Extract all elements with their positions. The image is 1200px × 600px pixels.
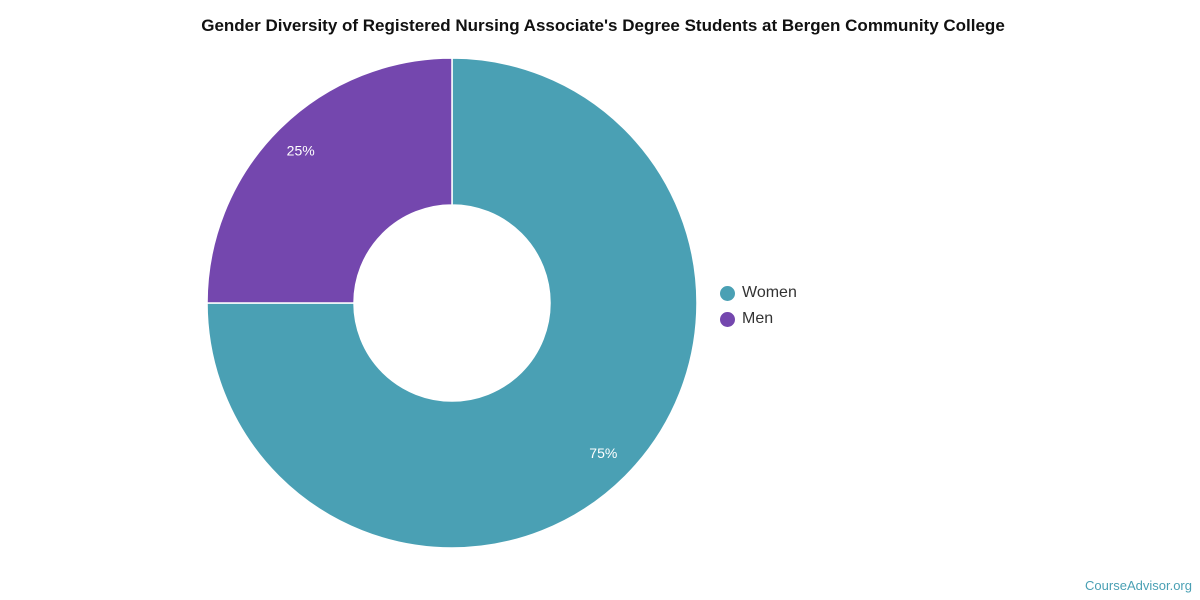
slice-men[interactable]: [206, 57, 453, 304]
legend: Women Men: [720, 280, 797, 332]
legend-item-men[interactable]: Men: [720, 306, 797, 332]
legend-item-women[interactable]: Women: [720, 280, 797, 306]
legend-swatch-women: [720, 285, 735, 301]
slice-label-men: 25%: [287, 142, 315, 158]
legend-label-men: Men: [742, 310, 774, 327]
chart-title: Gender Diversity of Registered Nursing A…: [201, 16, 1005, 35]
slice-women[interactable]: [206, 57, 698, 549]
slice-label-women: 75%: [589, 445, 617, 461]
legend-swatch-men: [720, 311, 735, 327]
watermark: CourseAdvisor.org: [1085, 578, 1192, 593]
legend-label-women: Women: [742, 284, 797, 301]
